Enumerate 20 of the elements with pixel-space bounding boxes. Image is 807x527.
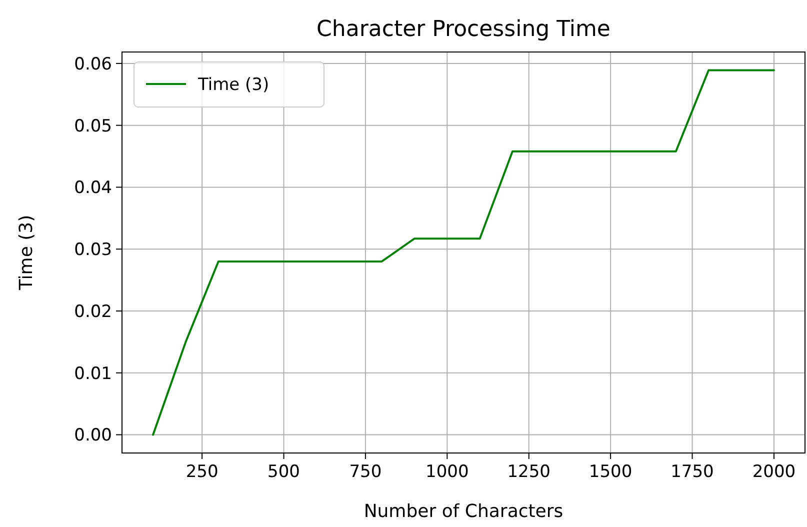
x-tick-label: 2000 <box>752 462 796 482</box>
x-tick-label: 750 <box>349 462 382 482</box>
y-axis-title: Time (3) <box>16 214 37 292</box>
line-series <box>152 69 775 436</box>
y-tick-label: 0.00 <box>74 426 112 446</box>
x-axis-title: Number of Characters <box>364 501 564 522</box>
y-tick-label: 0.04 <box>74 178 112 198</box>
chart-title: Character Processing Time <box>316 17 610 42</box>
y-tick-label: 0.06 <box>74 54 112 74</box>
y-tick-label: 0.02 <box>74 302 112 322</box>
x-tick-label: 1750 <box>670 462 714 482</box>
y-tick-label: 0.05 <box>74 116 112 136</box>
x-tick-label: 1250 <box>507 462 550 482</box>
x-tick-label: 250 <box>186 462 218 482</box>
y-tick-label: 0.01 <box>74 364 112 384</box>
x-tick-label: 1000 <box>426 462 469 482</box>
y-tick-label: 0.03 <box>74 240 112 260</box>
x-tick-label: 500 <box>268 462 300 482</box>
x-tick-label: 1500 <box>588 462 632 482</box>
legend-label: Time (3) <box>197 74 270 95</box>
